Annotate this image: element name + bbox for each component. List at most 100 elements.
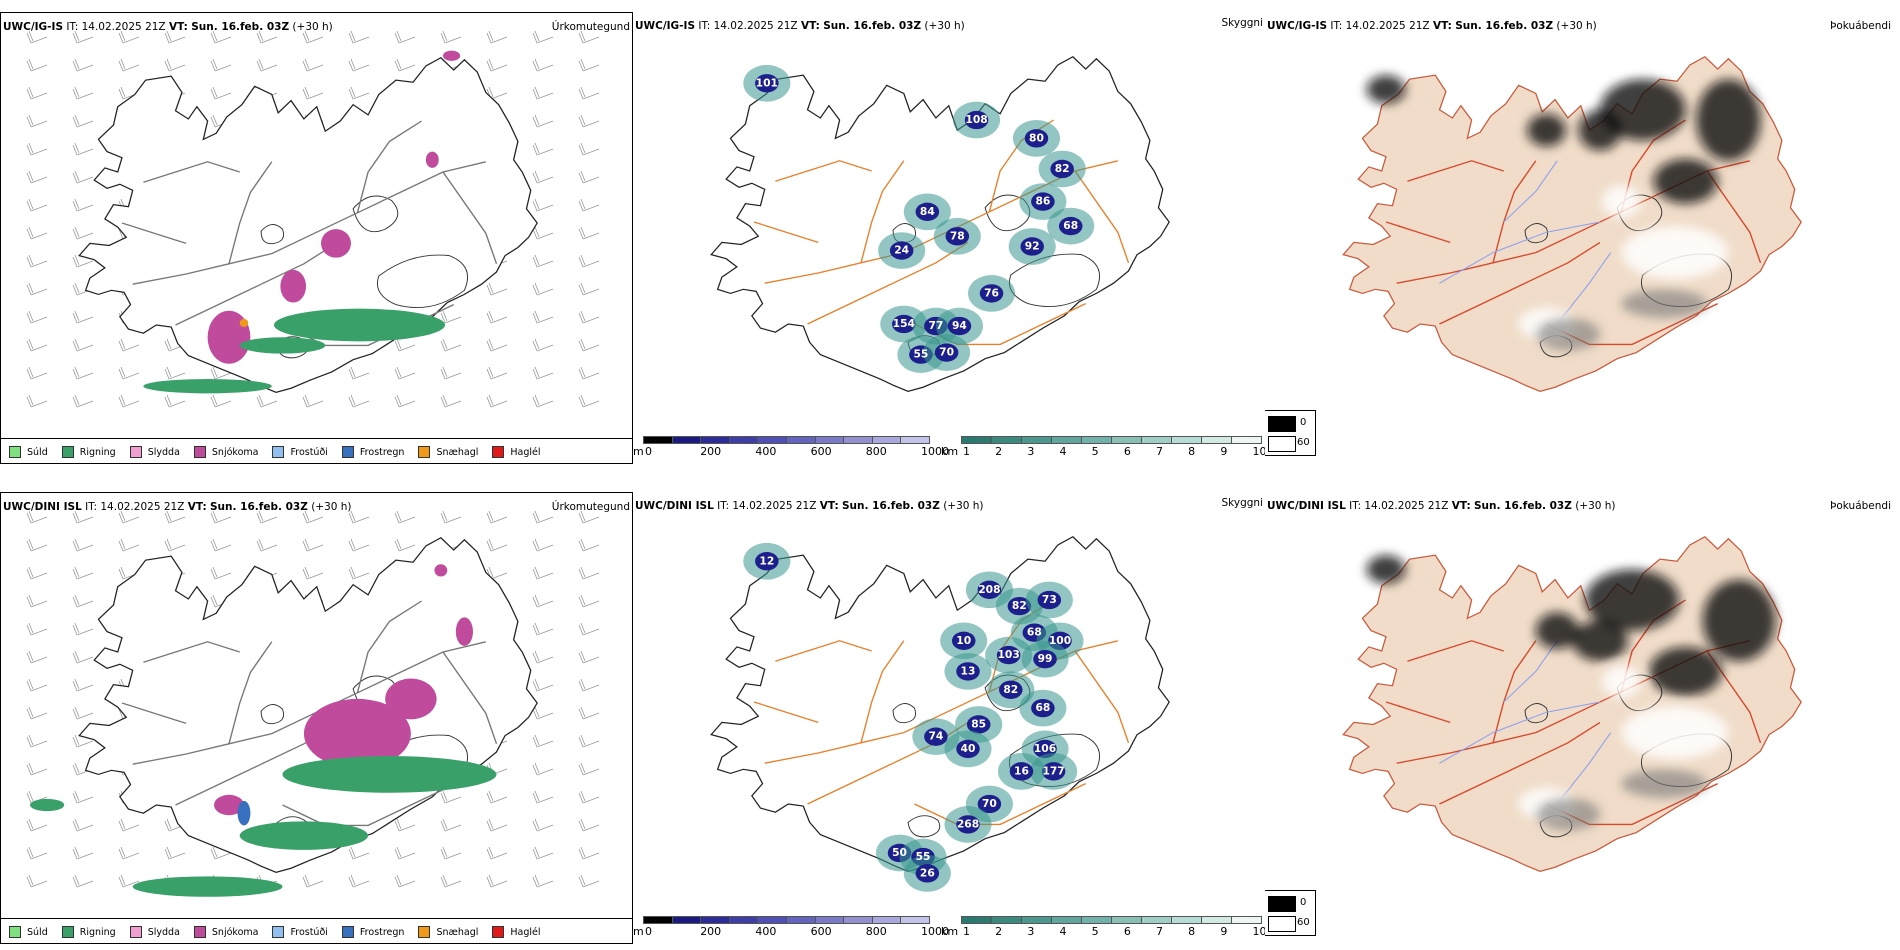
- colorbar-segment: [1141, 436, 1172, 444]
- wind-barb: [72, 114, 94, 128]
- wind-barb: [72, 622, 94, 636]
- fog-moderate: [1535, 317, 1600, 351]
- legend-item: Rigning: [61, 926, 116, 938]
- fog-clear: [1602, 185, 1641, 218]
- colorbar-segment: [1111, 436, 1142, 444]
- visibility-value: 12: [759, 556, 774, 568]
- iceland-map: [1342, 535, 1802, 872]
- rain-area: [29, 798, 65, 812]
- fog-dense: [1366, 555, 1406, 584]
- visibility-colorbar: km 1 2 3 4 5 6 7 8 9 10: [941, 436, 1265, 458]
- wind-barb: [532, 86, 554, 100]
- road-line: [1074, 650, 1130, 744]
- visibility-value: 78: [950, 231, 965, 243]
- river-line: [1439, 701, 1601, 764]
- low-visibility-area: [1031, 698, 1055, 718]
- map-title: Þokuábendi: [1830, 20, 1891, 32]
- wind-barb: [532, 762, 554, 776]
- fog-key-label: 60: [1297, 437, 1310, 448]
- colorbar-tick: 10: [1252, 925, 1266, 938]
- road-line: [282, 784, 455, 827]
- wind-barb: [578, 566, 600, 580]
- wind-barb: [486, 58, 508, 72]
- colorbar-tick: 400: [755, 925, 777, 938]
- legend-item: Haglél: [492, 926, 541, 938]
- wind-barb: [118, 58, 140, 72]
- colorbar-segment: [991, 916, 1022, 924]
- colorbar-segment: [700, 916, 730, 924]
- legend-swatch: [492, 446, 505, 458]
- colorbar-segment: [814, 916, 845, 924]
- colorbar-segment: [728, 436, 759, 444]
- glacier-outline: [352, 195, 399, 233]
- wind-barb: [578, 366, 600, 380]
- wind-barb: [210, 58, 232, 72]
- fog-dense: [1366, 75, 1406, 104]
- colorbar-segment: [1141, 916, 1172, 924]
- iceland-map: 12 208 82 68 73 100 99 10 13 103 82 85 68 74 40 106 177 1…: [710, 535, 1170, 892]
- river-line: [1556, 732, 1612, 805]
- snow-area: [455, 617, 473, 646]
- legend-label: Frostúði: [290, 446, 328, 458]
- visibility-value: 55: [916, 851, 931, 863]
- legend-label: Rigning: [79, 926, 116, 938]
- colorbar-segment: [1171, 436, 1202, 444]
- wind-barb: [578, 594, 600, 608]
- wind-barb: [440, 846, 462, 860]
- wind-barb: [348, 394, 370, 408]
- wind-barb: [72, 198, 94, 212]
- visibility-value: 84: [920, 206, 935, 218]
- visibility-value: 154: [893, 318, 915, 330]
- wind-barb: [532, 678, 554, 692]
- wind-barb: [72, 734, 94, 748]
- colorbar-segment: [700, 436, 730, 444]
- legend-label: Frostúði: [290, 926, 328, 938]
- wind-barb: [532, 282, 554, 296]
- wind-barb: [118, 846, 140, 860]
- wind-barb: [578, 254, 600, 268]
- visibility-value: 24: [894, 245, 909, 257]
- legend-item: Snjókoma: [193, 446, 259, 458]
- map-header: UWC/IG-IS IT: 14.02.2025 21Z VT: Sun. 16…: [635, 20, 965, 32]
- colorbar-segment: [900, 436, 930, 444]
- wind-barb: [26, 86, 48, 100]
- wind-barb: [578, 338, 600, 352]
- legend-label: Haglél: [510, 926, 541, 938]
- wind-barb: [210, 366, 232, 380]
- colorbar-tick: 2: [995, 925, 1003, 938]
- low-visibility-area: [999, 680, 1023, 699]
- legend-label: Snjókoma: [211, 446, 259, 458]
- wind-barb: [72, 310, 94, 324]
- wind-barb: [394, 366, 416, 380]
- colorbar-segment: [1171, 916, 1202, 924]
- wind-barb: [72, 510, 94, 524]
- wind-barb: [578, 86, 600, 100]
- wind-barb: [72, 86, 94, 100]
- road-line: [1407, 160, 1504, 182]
- map-title: Skyggni: [1221, 17, 1264, 29]
- colorbar-segment: [671, 436, 702, 444]
- visibility-value: 82: [1012, 600, 1027, 612]
- wind-barb: [26, 170, 48, 184]
- colorbar-tick: 3: [1027, 445, 1035, 458]
- wind-barb: [118, 30, 140, 44]
- precip-type-legend: Súld Rigning Slydda Snjókoma Frostúði Frostre…: [1, 438, 632, 463]
- colorbar-segment: [814, 436, 845, 444]
- low-visibility-area: [945, 227, 970, 246]
- road-line: [143, 641, 240, 663]
- colorbar-tick: 800: [865, 925, 887, 938]
- colorbar-tick: 9: [1220, 445, 1228, 458]
- wind-barb: [72, 170, 94, 184]
- wind-barb: [532, 846, 554, 860]
- wind-barb: [440, 310, 462, 324]
- colorbar-segment: [871, 916, 902, 924]
- legend-item: Súld: [9, 446, 48, 458]
- wind-barb: [578, 538, 600, 552]
- visibility-value: 92: [1025, 241, 1040, 253]
- road-line: [753, 221, 819, 244]
- legend-swatch: [9, 926, 21, 938]
- legend-label: Haglél: [510, 446, 541, 458]
- rain-area: [239, 337, 326, 354]
- colorbar-tick: 7: [1156, 445, 1163, 458]
- legend-item: Snæhagl: [418, 926, 478, 938]
